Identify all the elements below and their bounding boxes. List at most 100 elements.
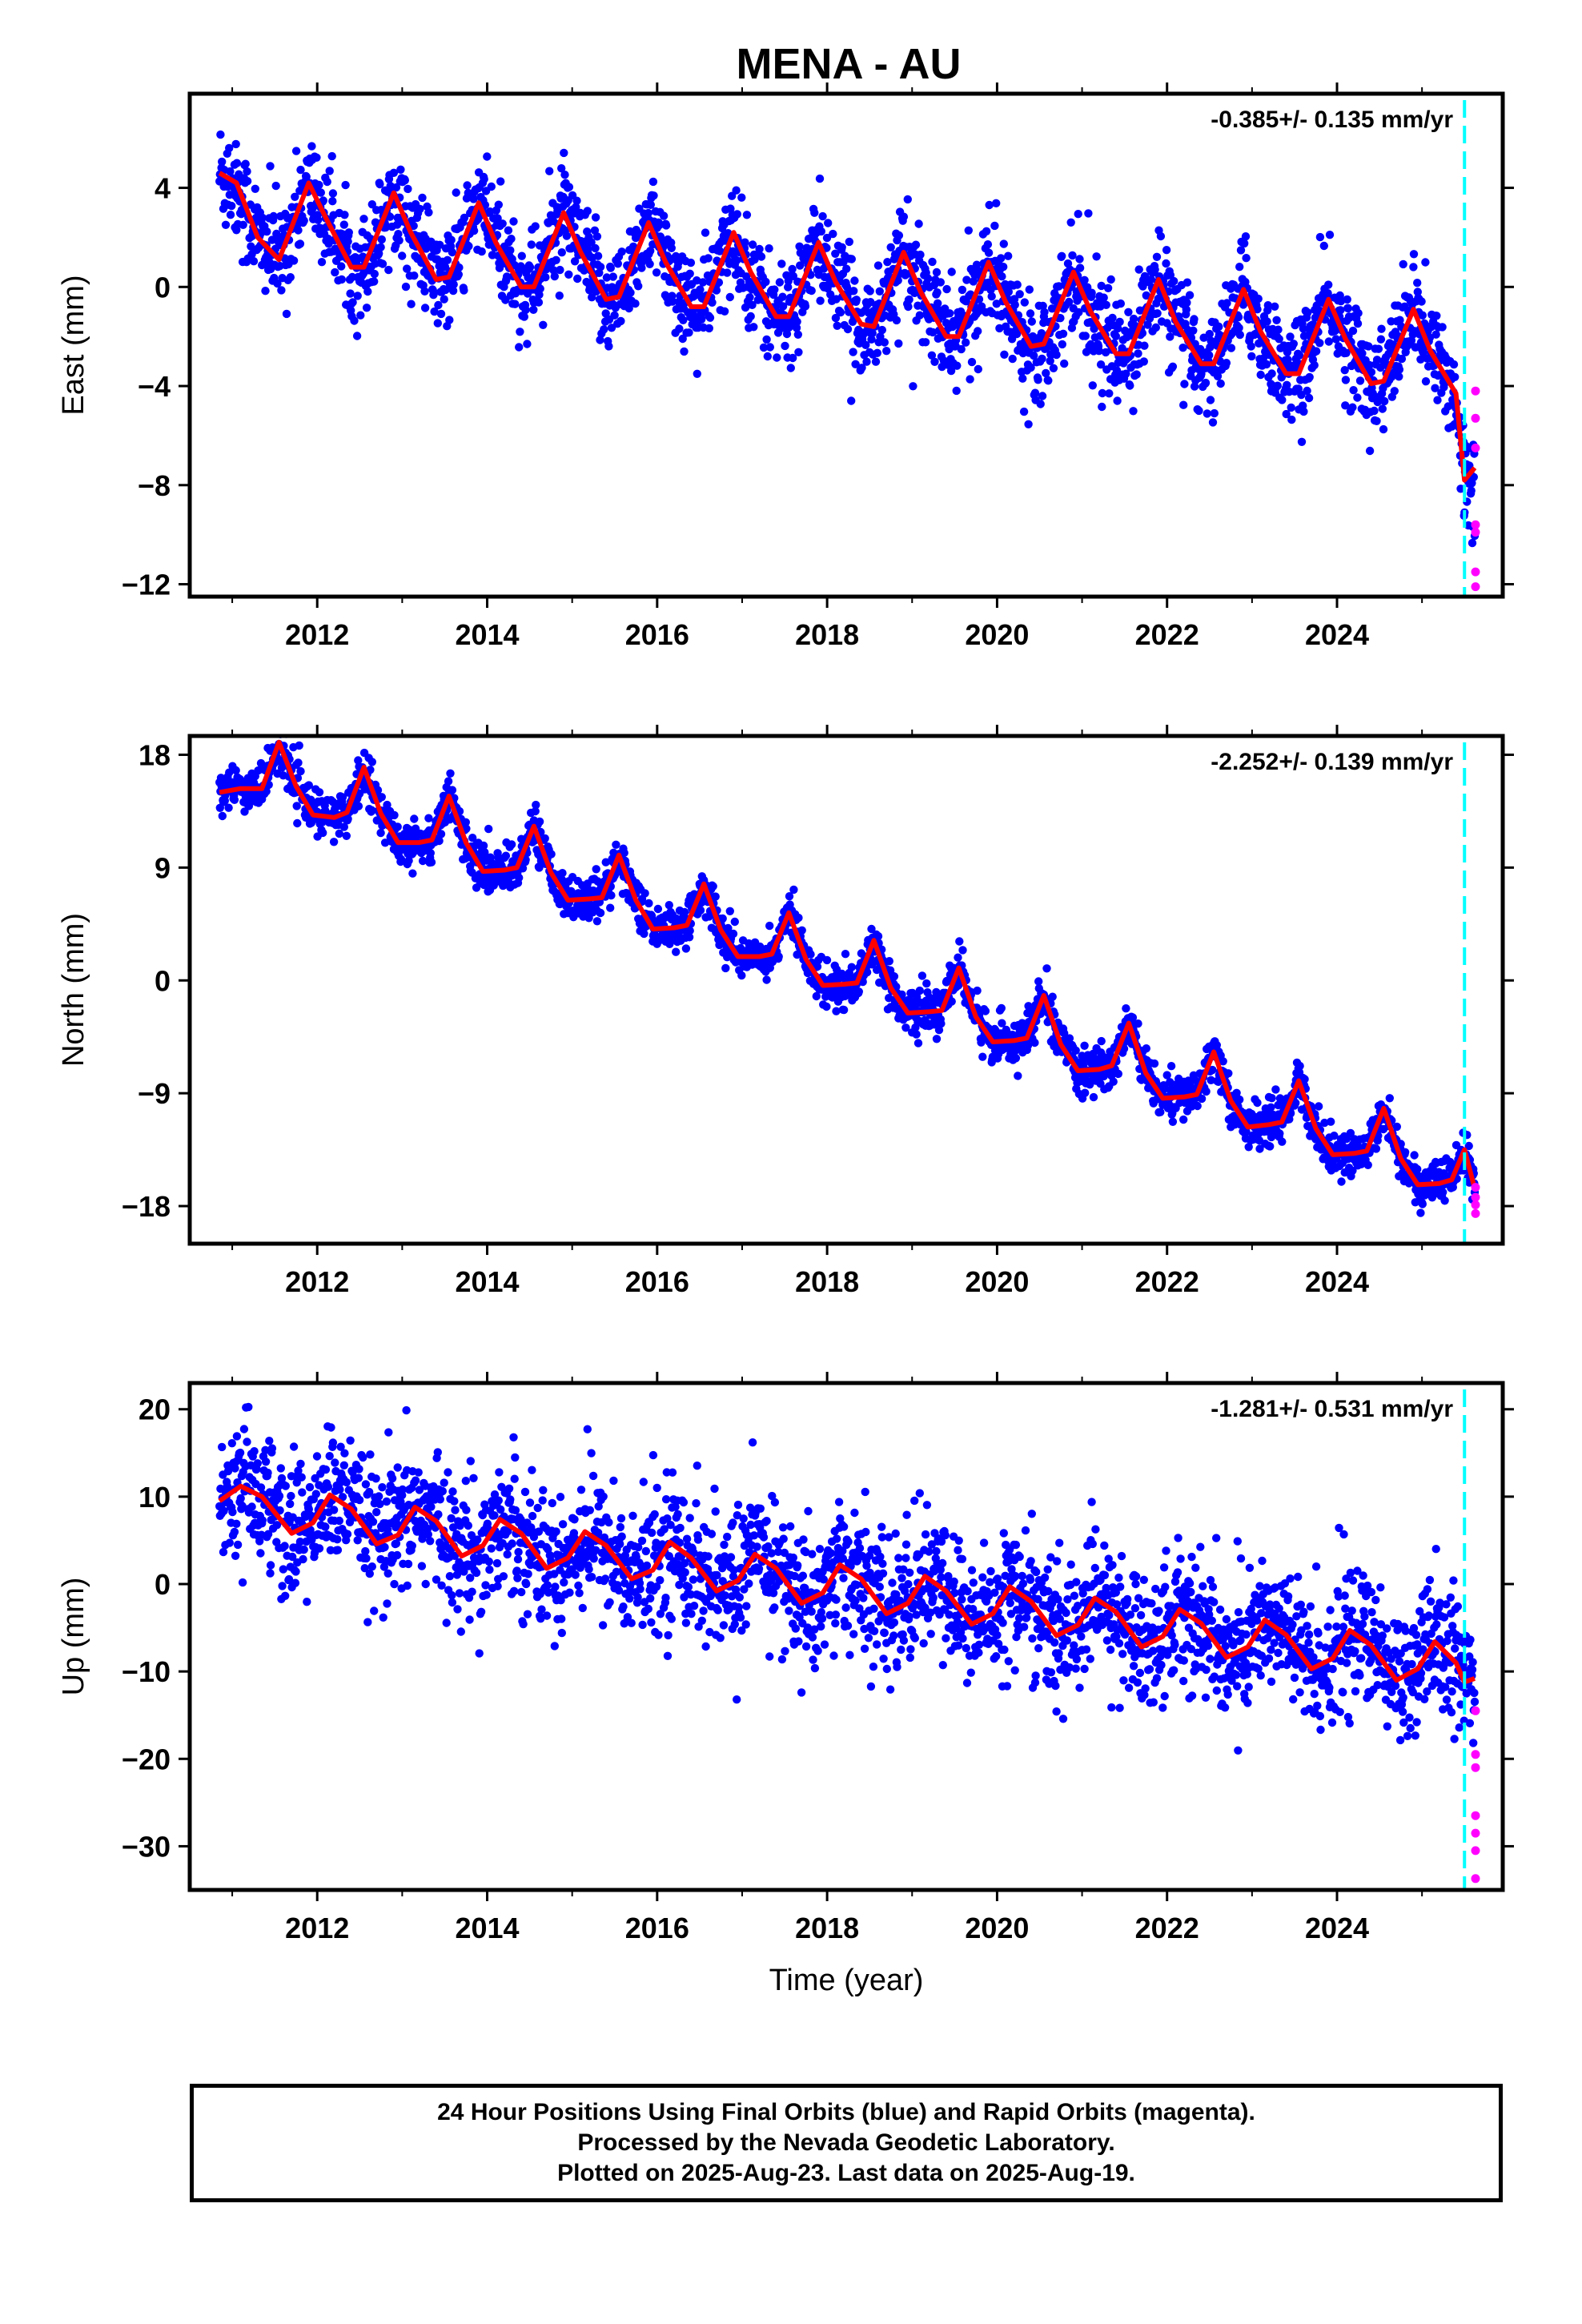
final-orbit-point xyxy=(1310,360,1319,370)
final-orbit-point xyxy=(831,249,840,258)
final-orbit-point xyxy=(892,316,901,325)
final-orbit-point xyxy=(269,211,278,221)
final-orbit-point xyxy=(251,184,259,193)
final-orbit-point xyxy=(1046,356,1054,365)
final-orbit-point xyxy=(794,913,803,923)
final-orbit-point xyxy=(356,311,365,320)
final-orbit-point xyxy=(843,324,853,334)
final-orbit-point xyxy=(430,307,439,316)
final-orbit-point xyxy=(1042,368,1050,378)
final-orbit-point xyxy=(1267,1094,1276,1103)
final-orbit-point xyxy=(921,338,930,347)
final-orbit-point xyxy=(1365,360,1374,370)
final-orbit-point xyxy=(709,882,717,891)
final-orbit-point xyxy=(631,299,640,308)
final-orbit-point xyxy=(952,386,961,396)
final-orbit-point xyxy=(1099,293,1108,302)
x-tick-label: 2018 xyxy=(795,618,859,651)
y-tick-label: 4 xyxy=(155,172,171,205)
final-orbit-point xyxy=(469,226,479,235)
final-orbit-point xyxy=(680,347,689,356)
final-orbit-point xyxy=(1052,350,1061,360)
final-orbit-point xyxy=(665,901,673,910)
final-orbit-point xyxy=(371,218,380,227)
final-orbit-point xyxy=(344,228,353,237)
final-orbit-point xyxy=(649,191,658,200)
final-orbit-point xyxy=(592,865,600,874)
y-axis-label: East (mm) xyxy=(57,275,90,415)
final-orbit-point xyxy=(557,164,566,173)
final-orbit-point xyxy=(347,272,357,282)
final-orbit-point xyxy=(1417,297,1426,306)
final-orbit-point xyxy=(644,899,653,908)
final-orbit-point xyxy=(1004,251,1013,260)
final-orbit-point xyxy=(1210,408,1219,418)
final-orbit-point xyxy=(770,285,779,294)
final-orbit-point xyxy=(1205,329,1215,339)
final-orbit-point xyxy=(596,908,605,918)
final-orbit-point xyxy=(765,244,773,253)
final-orbit-point xyxy=(600,325,608,334)
final-orbit-point xyxy=(1235,330,1245,340)
final-orbit-point xyxy=(817,227,825,236)
final-orbit-point xyxy=(1182,278,1192,287)
final-orbit-point xyxy=(903,195,913,204)
final-orbit-point xyxy=(1106,275,1115,284)
final-orbit-point xyxy=(966,375,974,384)
final-orbit-point xyxy=(911,240,921,249)
final-orbit-point xyxy=(1058,340,1067,349)
final-orbit-point xyxy=(602,273,612,282)
final-orbit-point xyxy=(1058,251,1066,260)
final-orbit-point xyxy=(507,235,516,243)
final-orbit-point xyxy=(867,924,876,934)
final-orbit-point xyxy=(909,382,917,391)
final-orbit-point xyxy=(930,357,939,366)
final-orbit-point xyxy=(1008,354,1017,364)
final-orbit-point xyxy=(1274,325,1283,334)
final-orbit-point xyxy=(1324,337,1334,346)
final-orbit-point xyxy=(418,193,427,203)
final-orbit-point xyxy=(937,1019,946,1028)
final-orbit-point xyxy=(1327,1117,1335,1126)
rapid-orbit-point xyxy=(1471,582,1480,592)
final-orbit-point xyxy=(737,193,746,202)
final-orbit-point xyxy=(1376,335,1386,344)
final-orbit-point xyxy=(1240,239,1249,248)
final-orbit-point xyxy=(894,339,903,348)
final-orbit-point xyxy=(339,220,348,229)
final-orbit-point xyxy=(992,300,1002,308)
final-orbit-point xyxy=(745,293,754,302)
final-orbit-point xyxy=(1336,296,1346,306)
final-orbit-point xyxy=(604,342,613,351)
final-orbit-point xyxy=(367,758,376,766)
final-orbit-point xyxy=(509,217,518,226)
final-orbit-point xyxy=(880,338,889,347)
final-orbit-point xyxy=(1023,1041,1033,1050)
final-orbit-point xyxy=(947,997,956,1006)
final-orbit-point xyxy=(889,972,899,981)
final-orbit-point xyxy=(973,986,982,995)
final-orbit-point xyxy=(587,238,596,247)
final-orbit-point xyxy=(765,921,774,931)
final-orbit-point xyxy=(1287,415,1296,424)
final-orbit-point xyxy=(934,299,942,308)
final-orbit-point xyxy=(1253,1098,1262,1108)
final-orbit-point xyxy=(1038,301,1047,311)
final-orbit-point xyxy=(1108,313,1117,323)
final-orbit-point xyxy=(1399,259,1407,269)
final-orbit-point xyxy=(608,272,617,281)
final-orbit-point xyxy=(1065,1034,1074,1043)
final-orbit-point xyxy=(1103,283,1113,292)
final-orbit-point xyxy=(1432,312,1441,320)
final-orbit-point xyxy=(865,287,874,296)
final-orbit-point xyxy=(841,950,850,959)
final-orbit-point xyxy=(685,269,694,278)
final-orbit-point xyxy=(226,211,235,219)
final-orbit-point xyxy=(376,828,385,838)
final-orbit-point xyxy=(1341,401,1350,410)
final-orbit-point xyxy=(1011,1054,1021,1063)
final-orbit-point xyxy=(592,232,602,241)
final-orbit-point xyxy=(1112,366,1122,375)
final-orbit-point xyxy=(813,962,822,971)
final-orbit-point xyxy=(992,199,1001,207)
